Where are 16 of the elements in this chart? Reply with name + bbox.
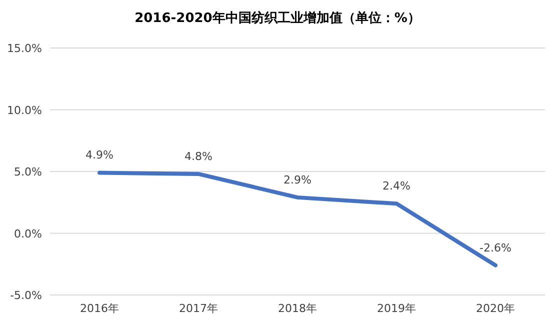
y-tick-label: 5.0% [14,166,42,178]
data-label: -2.6% [480,241,512,254]
y-tick-label: 0.0% [14,227,42,240]
data-label: 4.9% [86,148,114,162]
x-tick-label: 2020年 [476,302,515,315]
data-label: 4.8% [184,150,212,163]
x-tick-label: 2019年 [377,302,416,315]
y-tick-label: 10.0% [7,104,42,117]
data-label: 2.4% [382,180,410,193]
data-label: 2.9% [284,173,312,186]
x-tick-label: 2017年 [179,302,218,315]
x-tick-label: 2016年 [80,302,119,315]
chart-title: 2016-2020年中国纺织工业增加值（单位：%） [134,10,420,26]
y-tick-label: 15.0% [7,42,42,55]
x-tick-label: 2018年 [278,302,317,315]
y-tick-label: -5.0% [10,289,42,302]
